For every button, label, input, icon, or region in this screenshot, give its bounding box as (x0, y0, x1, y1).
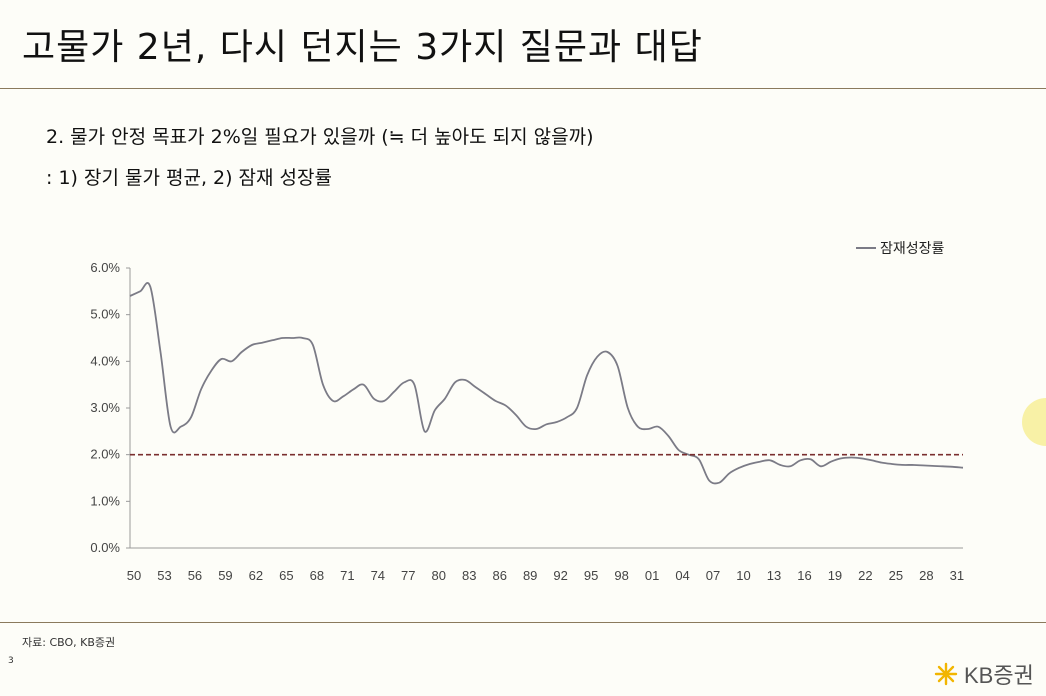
y-tick-label: 0.0% (90, 540, 120, 555)
x-tick-label: 89 (523, 568, 537, 583)
x-tick-label: 95 (584, 568, 598, 583)
x-tick-label: 22 (858, 568, 872, 583)
kb-logo: KB증권 (934, 658, 1034, 690)
x-tick-label: 10 (736, 568, 750, 583)
series-line-potential-growth (129, 282, 964, 485)
x-tick-label: 16 (797, 568, 811, 583)
y-tick-label: 2.0% (90, 447, 120, 462)
x-tick-label: 71 (340, 568, 354, 583)
subtitle-question: 2. 물가 안정 목표가 2%일 필요가 있을까 (≒ 더 높아도 되지 않을까… (46, 126, 594, 148)
x-tick-label: 01 (645, 568, 659, 583)
x-tick-label: 50 (127, 568, 141, 583)
x-tick-label: 62 (249, 568, 263, 583)
x-tick-label: 59 (218, 568, 232, 583)
x-tick-label: 07 (706, 568, 720, 583)
x-tick-label: 77 (401, 568, 415, 583)
potential-growth-chart: 0.0% 1.0% 2.0% 3.0% 4.0% 5.0% 6.0% 50 53 56 59 62 65… (90, 241, 964, 583)
logo-text: KB증권 (964, 663, 1034, 688)
x-tick-label: 74 (371, 568, 385, 583)
x-tick-label: 86 (492, 568, 506, 583)
title-divider (0, 88, 1046, 89)
x-tick-label: 92 (553, 568, 567, 583)
y-tick-label: 1.0% (90, 493, 120, 508)
legend-label: 잠재성장률 (880, 241, 945, 257)
x-tick-label: 19 (828, 568, 842, 583)
x-tick-label: 04 (675, 568, 689, 583)
y-tick-label: 4.0% (90, 353, 120, 368)
x-tick-label: 56 (188, 568, 202, 583)
x-tick-label: 65 (279, 568, 293, 583)
source-note: 자료: CBO, KB증권 (22, 636, 116, 649)
slide-title: 고물가 2년, 다시 던지는 3가지 질문과 대답 (22, 27, 703, 68)
y-tick-label: 3.0% (90, 400, 120, 415)
x-tick-label: 13 (767, 568, 781, 583)
x-tick-label: 28 (919, 568, 933, 583)
x-tick-label: 68 (310, 568, 324, 583)
x-tick-label: 25 (889, 568, 903, 583)
y-tick-label: 6.0% (90, 260, 120, 275)
footer-divider (0, 622, 1046, 623)
x-tick-label: 83 (462, 568, 476, 583)
x-tick-label: 53 (157, 568, 171, 583)
x-tick-label: 80 (432, 568, 446, 583)
y-tick-label: 5.0% (90, 307, 120, 322)
subtitle-points: : 1) 장기 물가 평균, 2) 잠재 성장률 (46, 167, 333, 189)
x-tick-label: 98 (614, 568, 628, 583)
page-number: 3 (8, 656, 14, 666)
x-tick-label: 31 (950, 568, 964, 583)
kb-star-icon (934, 662, 958, 686)
